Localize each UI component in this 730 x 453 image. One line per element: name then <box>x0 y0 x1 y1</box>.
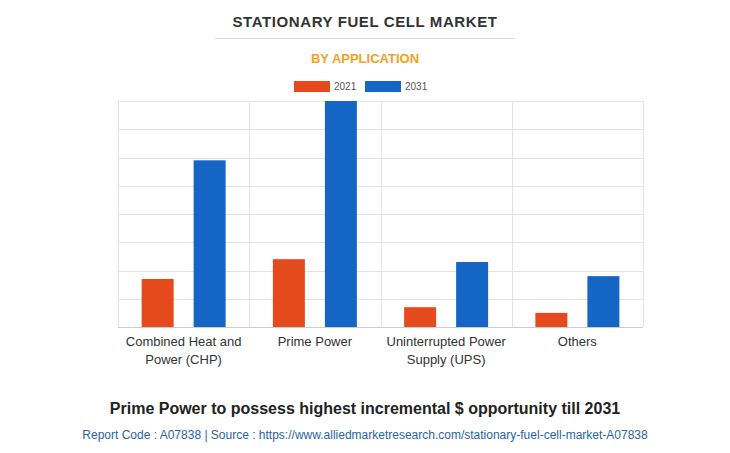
category-divider <box>381 101 382 327</box>
bar <box>587 276 619 327</box>
legend-label: 2031 <box>405 81 428 92</box>
chart: STATIONARY FUEL CELL MARKET BY APPLICATIO… <box>0 0 730 453</box>
x-tick-label-line: Supply (UPS) <box>407 352 486 367</box>
x-tick-labels: Combined Heat and Power (CHP) Prime Power U… <box>126 334 598 367</box>
x-tick-label: Combined Heat and Power (CHP) <box>126 334 242 367</box>
bar <box>535 313 567 327</box>
bar <box>404 307 436 327</box>
x-tick-label: Uninterrupted Power Supply (UPS) <box>387 334 507 367</box>
x-tick-label-line: Power (CHP) <box>145 352 222 367</box>
legend-label: 2021 <box>334 81 357 92</box>
legend-swatch <box>365 81 401 92</box>
category-divider <box>249 101 250 327</box>
bar <box>325 101 357 327</box>
x-tick-label-line: Uninterrupted Power <box>387 334 507 349</box>
category-divider <box>643 101 644 327</box>
x-tick-label: Prime Power <box>278 334 353 349</box>
title: STATIONARY FUEL CELL MARKET <box>232 13 497 30</box>
bar <box>456 262 488 327</box>
x-tick-label: Others <box>558 334 598 349</box>
subtitle: BY APPLICATION <box>311 51 419 66</box>
title-rule <box>215 38 515 39</box>
grid-line <box>118 158 643 159</box>
bar <box>194 160 226 327</box>
category-divider <box>118 101 119 327</box>
x-tick-label-line: Others <box>558 334 598 349</box>
bars <box>142 101 620 327</box>
source: Report Code : A07838 | Source : https://… <box>82 428 648 442</box>
grid-line <box>118 129 643 130</box>
bar <box>273 259 305 327</box>
grid-line <box>118 101 643 102</box>
grid <box>118 101 644 328</box>
legend-swatch <box>294 81 330 92</box>
category-divider <box>512 101 513 327</box>
x-tick-label-line: Prime Power <box>278 334 353 349</box>
grid-line <box>118 327 643 328</box>
bar <box>142 279 174 327</box>
legend: 2021 2031 <box>294 81 428 92</box>
x-tick-label-line: Combined Heat and <box>126 334 242 349</box>
x-axis-line <box>118 327 643 328</box>
caption: Prime Power to possess highest increment… <box>110 400 620 417</box>
